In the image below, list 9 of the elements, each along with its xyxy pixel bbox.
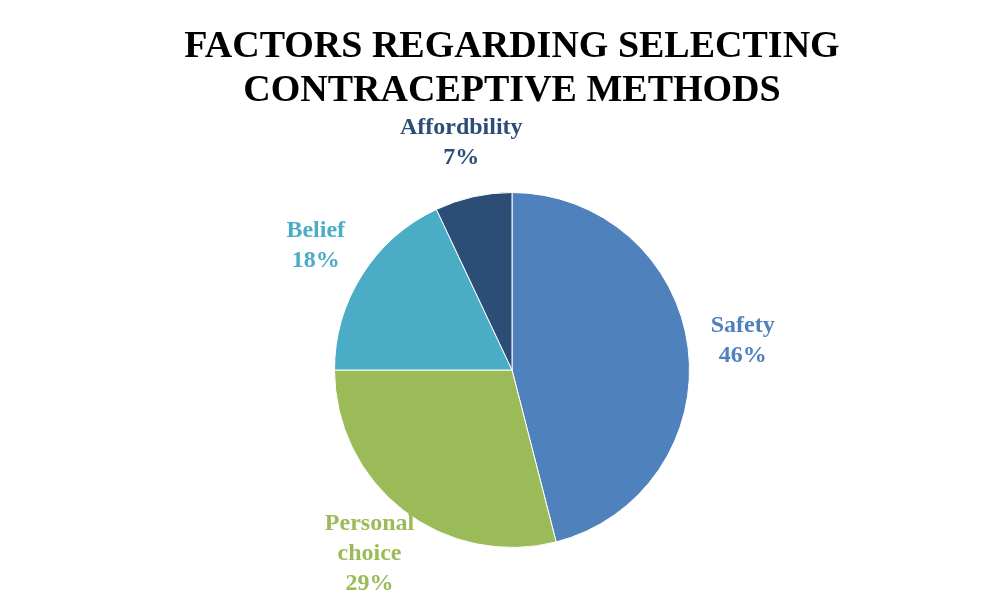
- data-label: 7%: [443, 143, 480, 170]
- slice-label: Personal choice: [324, 508, 415, 565]
- slice-label: Safety: [710, 311, 775, 338]
- slice-label: Belief: [286, 215, 347, 242]
- data-label: 46%: [718, 341, 767, 368]
- data-label: 29%: [345, 568, 394, 595]
- slice-label: Affordbility: [399, 113, 523, 140]
- data-label: 18%: [291, 245, 340, 272]
- chart-title: FACTORS REGARDING SELECTING CONTRACEPTIVE METHODS: [183, 22, 841, 110]
